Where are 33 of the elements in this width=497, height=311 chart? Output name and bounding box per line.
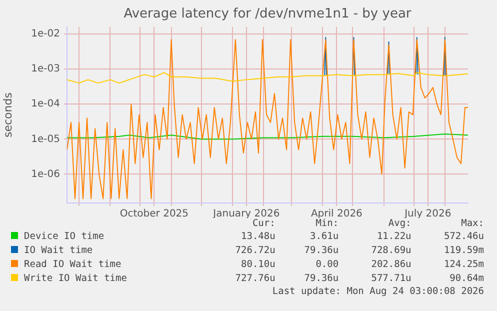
y-axis-title: seconds [1,92,14,138]
legend-label: Read IO Wait time [23,258,122,272]
text: 11.22u [376,230,412,244]
y-tick-label: 1e-06 [31,168,60,180]
text: Last update: Mon Aug 24 03:00:08 2026 [271,286,485,298]
text: 124.25m [442,258,485,272]
chart-title: Average latency for /dev/nvme1n1 - by year [124,6,412,22]
text: 13.48u [240,230,276,244]
legend-label: Device IO time [23,230,106,244]
text: Max: [460,218,485,230]
text: 79.36u [303,272,340,286]
y-tick-label: 1e-03 [31,64,60,75]
y-tick-label: 1e-04 [31,98,60,110]
text: Avg: [387,218,412,230]
legend-label: IO Wait time [23,244,94,258]
text: 79.36u [303,244,340,258]
text: 726.72u [234,244,276,258]
text: 90.64m [448,272,485,286]
text: Min: [314,218,340,230]
text: 0.00 [314,258,340,272]
text: 202.86u [370,258,412,272]
text: 727.76u [234,272,276,286]
text: 119.59m [442,244,485,258]
legend-label: Write IO Wait time [23,272,128,286]
text: 572.46u [442,230,485,244]
text: 80.10u [240,258,276,272]
y-tick-label: 1e-02 [31,28,60,40]
text: 728.69u [370,244,412,258]
text: Cur: [251,218,276,230]
text: 3.61u [308,230,340,244]
x-tick-label: October 2025 [120,208,189,220]
y-tick-label: 1e-05 [31,134,60,145]
text: 577.71u [370,272,412,286]
